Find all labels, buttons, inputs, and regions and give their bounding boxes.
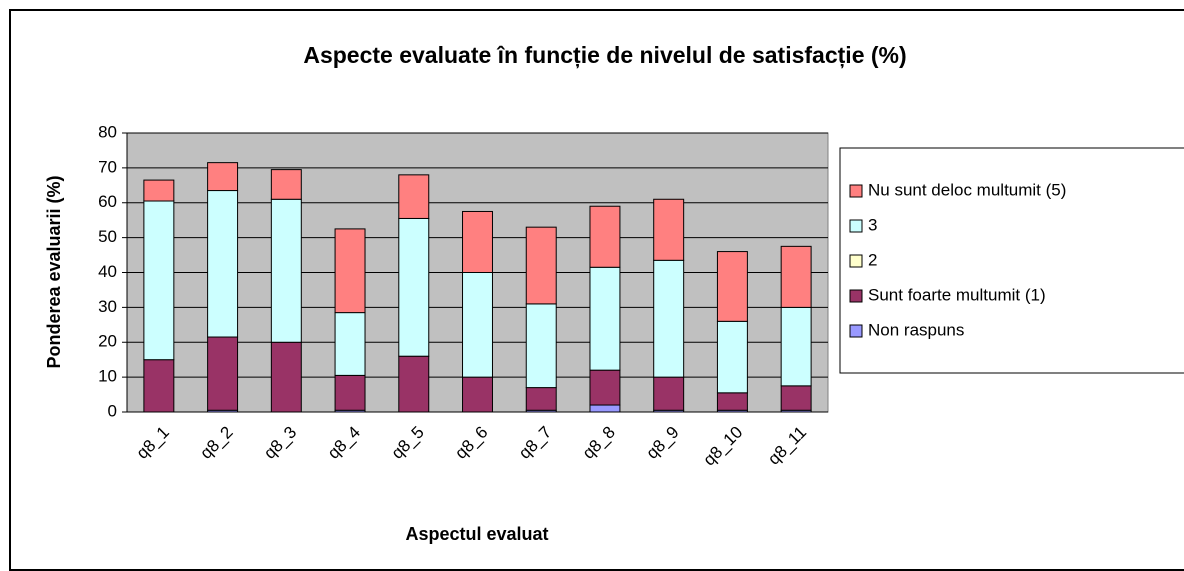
legend-label: Non raspuns xyxy=(868,320,964,339)
x-axis-label: Aspectul evaluat xyxy=(405,524,548,544)
chart-title: Aspecte evaluate în funcție de nivelul d… xyxy=(303,42,906,69)
bar-segment xyxy=(143,359,175,413)
y-axis-label: Ponderea evaluarii (%) xyxy=(44,175,64,368)
legend-label: 3 xyxy=(868,215,877,234)
legend-swatch xyxy=(849,324,863,338)
bar-segment xyxy=(334,312,366,376)
bar-segment xyxy=(462,272,493,378)
y-tick-label: 40 xyxy=(98,262,117,281)
bar-segment xyxy=(589,205,621,268)
y-tick-label: 30 xyxy=(98,297,117,316)
legend-swatch xyxy=(849,219,863,233)
bar-segment xyxy=(143,179,175,202)
legend-label: Nu sunt deloc multumit (5) xyxy=(868,180,1066,199)
bar-segment xyxy=(716,320,748,394)
bar-segment xyxy=(716,392,748,411)
bar-segment xyxy=(780,385,812,411)
bar-segment xyxy=(207,190,239,338)
y-tick-label: 10 xyxy=(98,367,117,386)
bar-segment xyxy=(653,198,685,261)
y-tick-label: 80 xyxy=(98,122,117,141)
bar-segment xyxy=(270,169,302,200)
y-tick-label: 0 xyxy=(108,401,117,420)
bar-segment xyxy=(270,341,302,413)
legend-swatch xyxy=(849,184,863,198)
legend-label: Sunt foarte multumit (1) xyxy=(868,285,1046,304)
y-tick-label: 70 xyxy=(98,157,117,176)
bar-segment xyxy=(589,404,621,413)
bar-segment xyxy=(780,245,812,308)
bar-segment xyxy=(653,259,685,378)
y-tick-label: 20 xyxy=(98,332,117,351)
bar-segment xyxy=(398,217,430,357)
bar-segment xyxy=(653,376,685,411)
bar-segment xyxy=(398,355,430,413)
bar-segment xyxy=(334,374,366,411)
legend-box xyxy=(839,147,1184,374)
bar-segment xyxy=(716,251,748,322)
bar-segment xyxy=(525,387,557,411)
bar-segment xyxy=(143,200,175,361)
legend-swatch xyxy=(849,254,863,268)
y-tick-label: 60 xyxy=(98,192,117,211)
bar-segment xyxy=(270,198,302,343)
bar-segment xyxy=(398,174,430,219)
bar-segment xyxy=(207,162,239,192)
bar-segment xyxy=(525,303,557,389)
legend-label: 2 xyxy=(868,250,877,269)
bar-segment xyxy=(525,226,557,305)
bar-segment xyxy=(589,266,621,371)
y-tick-label: 50 xyxy=(98,227,117,246)
bar-segment xyxy=(589,369,621,406)
bar-segment xyxy=(334,228,366,314)
bar-segment xyxy=(462,210,493,273)
bar-segment xyxy=(462,376,493,413)
legend-swatch xyxy=(849,289,863,303)
bar-segment xyxy=(207,336,239,411)
bar-segment xyxy=(780,306,812,387)
